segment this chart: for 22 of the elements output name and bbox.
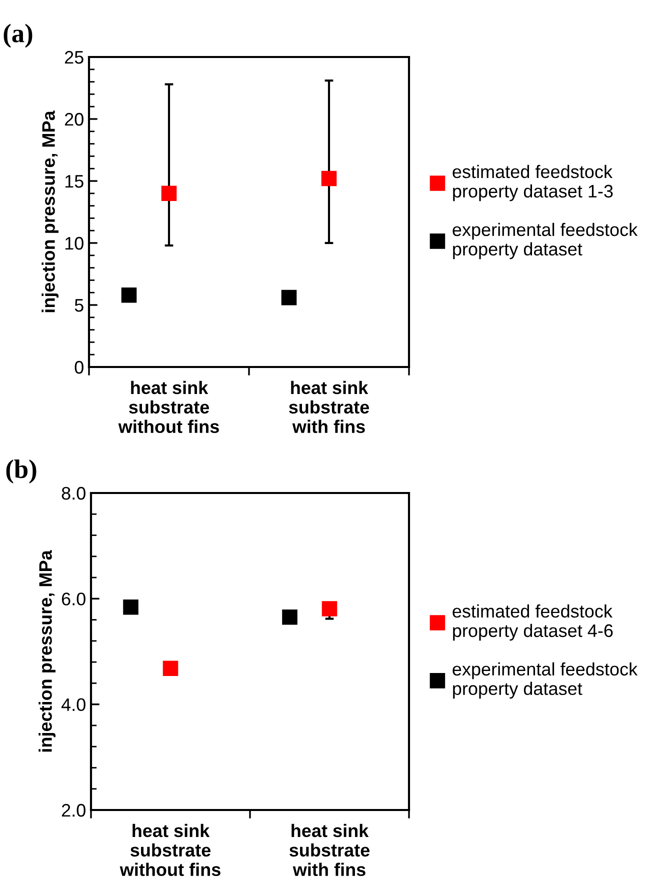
y-tick-label: 2.0: [62, 804, 86, 817]
y-tick-label: 20: [64, 112, 84, 126]
legend-label: estimated feedstock property dataset 4-6: [452, 604, 613, 641]
y-tick-label: 8.0: [62, 486, 86, 500]
legend-label: experimental feedstock property dataset: [452, 222, 638, 260]
x-tick-label: heat sink substrate with fins: [289, 380, 370, 434]
legend-label: experimental feedstock property dataset: [452, 662, 638, 699]
y-tick-label: 5: [74, 299, 84, 312]
y-tick-label: 0: [74, 360, 84, 374]
y-tick-label: 10: [65, 236, 84, 250]
x-tick-label: heat sink substrate without fins: [120, 824, 220, 876]
x-tick-label: heat sink substrate without fins: [118, 380, 219, 434]
y-axis-title: injection pressure, MPa: [38, 550, 56, 752]
x-tick-label: heat sink substrate with fins: [290, 824, 370, 876]
chart-title: (b): [6, 460, 36, 484]
chart-title: (a): [4, 24, 32, 48]
y-axis-title: injection pressure, MPa: [42, 110, 58, 312]
y-tick-label: 25: [64, 50, 84, 64]
legend-label: estimated feedstock property dataset 1-3: [452, 164, 613, 202]
y-tick-label: 6.0: [62, 592, 86, 606]
y-tick-label: 15: [65, 175, 84, 188]
y-tick-label: 4.0: [61, 698, 86, 712]
